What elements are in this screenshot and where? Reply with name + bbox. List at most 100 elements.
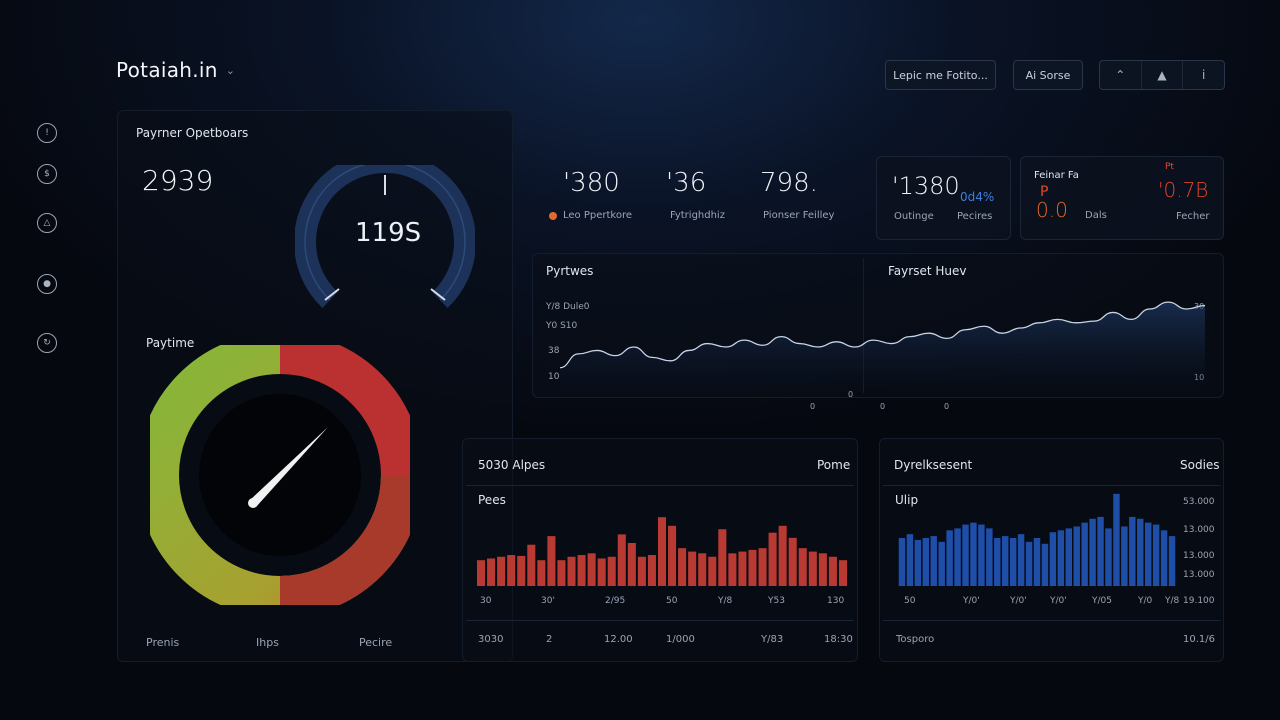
kpi-card-1-label-right: Pecires	[957, 211, 993, 222]
header-button-primary[interactable]: Lepic me Fotito...	[885, 60, 996, 90]
bar	[607, 556, 616, 586]
bar	[1129, 516, 1136, 586]
kpi-card-outings	[876, 156, 1011, 240]
x-tick-label: 130	[827, 596, 845, 606]
line-x-tick-2: 0	[848, 390, 854, 399]
bar	[1002, 536, 1009, 586]
kpi-card-1-value: '1380	[892, 172, 960, 200]
blue-footer-right: 10.1/6	[1183, 634, 1215, 645]
kpi-dot-icon	[549, 212, 557, 220]
bar	[567, 556, 576, 586]
bar	[557, 560, 566, 586]
bar	[828, 556, 837, 586]
bar	[1105, 528, 1112, 586]
bar	[708, 556, 717, 586]
kpi-card-2-value-left: 0.0	[1036, 198, 1068, 222]
bar	[627, 543, 636, 586]
red-bar-title: 5030 Alpes	[478, 458, 546, 472]
kpi-label-1: Leo Ppertkore	[563, 210, 633, 221]
line-y-tick-1: Y/8 Dule0	[546, 302, 590, 312]
bar	[954, 528, 961, 586]
blue-y-tick-2: 13.000	[1183, 525, 1215, 535]
bar	[1081, 522, 1088, 586]
blue-bar-right-title: Sodies	[1180, 458, 1220, 472]
main-value: 2939	[142, 164, 214, 197]
bar	[1121, 526, 1128, 586]
bar	[718, 529, 727, 586]
line-series	[560, 301, 1205, 369]
small-gauge	[295, 165, 475, 308]
bar	[728, 553, 737, 586]
red-bar-divider	[466, 485, 854, 486]
line-panel-title-right: Fayrset Huev	[888, 264, 967, 278]
blue-y-tick-4: 13.000	[1183, 570, 1215, 580]
bar	[758, 548, 767, 586]
chevron-down-icon[interactable]: ⌄	[225, 64, 236, 77]
line-y-tick-4: 10	[548, 372, 560, 382]
bar	[527, 544, 536, 586]
bar	[698, 553, 707, 586]
bar	[487, 558, 496, 586]
info-icon[interactable]: i	[1202, 68, 1206, 82]
bar	[537, 560, 546, 586]
bar	[818, 553, 827, 586]
bar	[688, 551, 697, 586]
blue-bar-footer-divider	[883, 620, 1220, 621]
gauge-title: Paytime	[146, 336, 195, 350]
header-icon-bar: ⌃ ▲ i	[1099, 60, 1225, 90]
alert-icon[interactable]: !	[37, 123, 57, 143]
donut-segment-lower-red	[279, 474, 410, 605]
bar	[938, 541, 945, 586]
settings-icon[interactable]: ↻	[37, 333, 57, 353]
line-panel-title-left: Pyrtwes	[546, 264, 594, 278]
line-area-fill	[560, 302, 1205, 385]
footer-value: 18:30	[824, 634, 853, 645]
kpi-value-3: 798.	[760, 168, 818, 198]
x-tick-label: Y/0'	[1050, 596, 1067, 606]
bar	[668, 525, 677, 586]
red-bar-subtitle: Pees	[478, 493, 506, 507]
header-button-sources[interactable]: Ai Sorse	[1013, 60, 1083, 90]
kpi-label-2: Fytrighdhiz	[670, 210, 725, 221]
x-tick-label: 30	[480, 596, 492, 606]
dollar-icon[interactable]: $	[37, 164, 57, 184]
app-logo[interactable]: Potaiah.in ⌄	[116, 58, 235, 82]
line-x-tick-3: 0	[880, 402, 886, 411]
line-chart	[560, 301, 1205, 385]
bar	[738, 551, 747, 586]
blue-bar-divider	[883, 485, 1220, 486]
bar	[1097, 516, 1104, 586]
bar	[1144, 522, 1152, 586]
kpi-card-2-label-left: Dals	[1085, 210, 1107, 221]
x-tick-label: Y/8	[718, 596, 733, 606]
bar	[994, 538, 1001, 586]
x-tick-label: 2/95	[605, 596, 626, 606]
line-x-tick-4: 0	[944, 402, 950, 411]
logo-text: Potaiah.in	[116, 58, 218, 82]
bar	[1009, 538, 1017, 586]
arrow-up-icon[interactable]: ⌃	[1100, 61, 1142, 89]
warning-icon[interactable]: △	[37, 213, 57, 233]
bar	[1041, 543, 1049, 586]
kpi-card-finance	[1020, 156, 1224, 240]
blue-y-tick-1: 53.000	[1183, 497, 1215, 507]
bar	[914, 539, 922, 586]
kpi-card-2-value-right: '0.7B	[1158, 178, 1209, 202]
kpi-value-1: '380	[563, 168, 620, 198]
bar	[577, 555, 586, 586]
blue-bar-title: Dyrelksesent	[894, 458, 973, 472]
bar	[748, 549, 757, 586]
kpi-card-2-right-top: Pt	[1165, 162, 1174, 172]
bar	[1160, 530, 1168, 586]
user-icon[interactable]: ●	[37, 274, 57, 294]
left-footer-label-2: Ihps	[256, 636, 279, 649]
bell-icon[interactable]: ▲	[1142, 61, 1184, 89]
x-tick-label: Y/8	[1165, 596, 1180, 606]
blue-bar-chart	[898, 493, 1176, 586]
x-tick-label: Y53	[768, 596, 785, 606]
kpi-label-3: Pionser Feilley	[763, 210, 835, 221]
blue-right-bottom-tick: 19.100	[1183, 596, 1215, 606]
x-tick-label: Y/0'	[963, 596, 980, 606]
kpi-card-2-left-top: P	[1040, 184, 1049, 200]
